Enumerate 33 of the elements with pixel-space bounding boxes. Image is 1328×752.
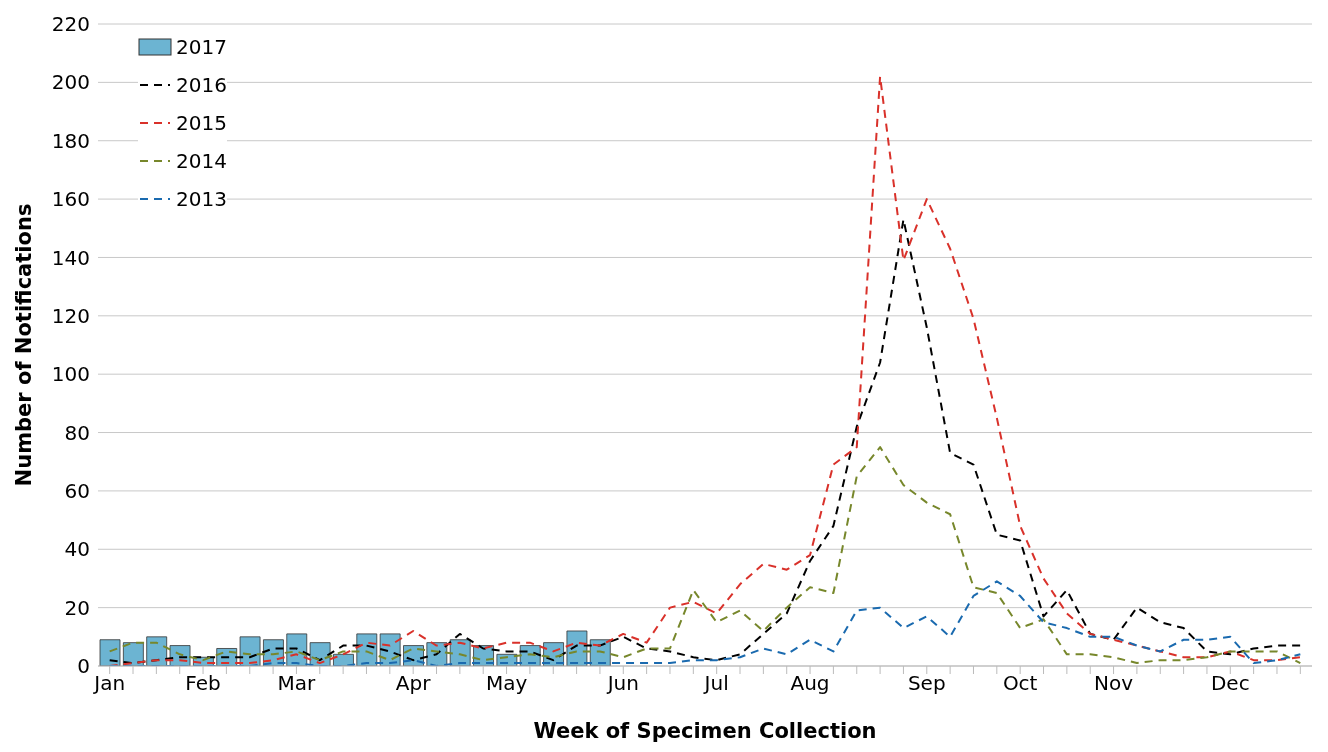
x-tick-label: Mar	[277, 671, 317, 696]
x-axis-title: Week of Specimen Collection	[533, 719, 877, 743]
legend-label: 2014	[176, 149, 227, 173]
x-tick-label: Jul	[702, 671, 729, 696]
x-tick-label: Apr	[395, 671, 432, 696]
y-tick-label: 40	[64, 537, 90, 562]
legend-label: 2015	[176, 111, 227, 135]
x-tick-label: May	[485, 671, 528, 696]
y-tick-label: 120	[51, 303, 90, 328]
x-tick-label: Jun	[605, 671, 639, 696]
x-tick-label: Feb	[185, 671, 221, 696]
line-series	[108, 218, 1302, 665]
y-tick-label: 80	[64, 420, 90, 445]
y-tick-label: 100	[51, 362, 90, 387]
y-tick-label: 160	[51, 187, 90, 212]
y-tick-label: 180	[51, 128, 90, 153]
legend-label: 2013	[176, 187, 227, 211]
x-tick-label: Aug	[790, 671, 830, 696]
y-tick-label: 60	[64, 479, 90, 504]
x-tick-label: Oct	[1002, 671, 1038, 696]
x-tick-label: Sep	[907, 671, 946, 696]
x-tick-label: Jan	[92, 671, 126, 696]
line-series	[108, 446, 1302, 665]
y-tick-label: 220	[51, 12, 90, 37]
legend-label: 2016	[176, 73, 227, 97]
y-tick-label: 0	[77, 654, 90, 679]
y-axis-title: Number of Notifications	[12, 203, 37, 487]
y-tick-label: 140	[51, 245, 90, 270]
legend-label: 2017	[176, 35, 227, 59]
x-tick-label: Nov	[1094, 671, 1134, 696]
y-tick-label: 200	[51, 70, 90, 95]
y-tick-label: 20	[64, 595, 90, 620]
x-tick-label: Dec	[1210, 671, 1250, 696]
